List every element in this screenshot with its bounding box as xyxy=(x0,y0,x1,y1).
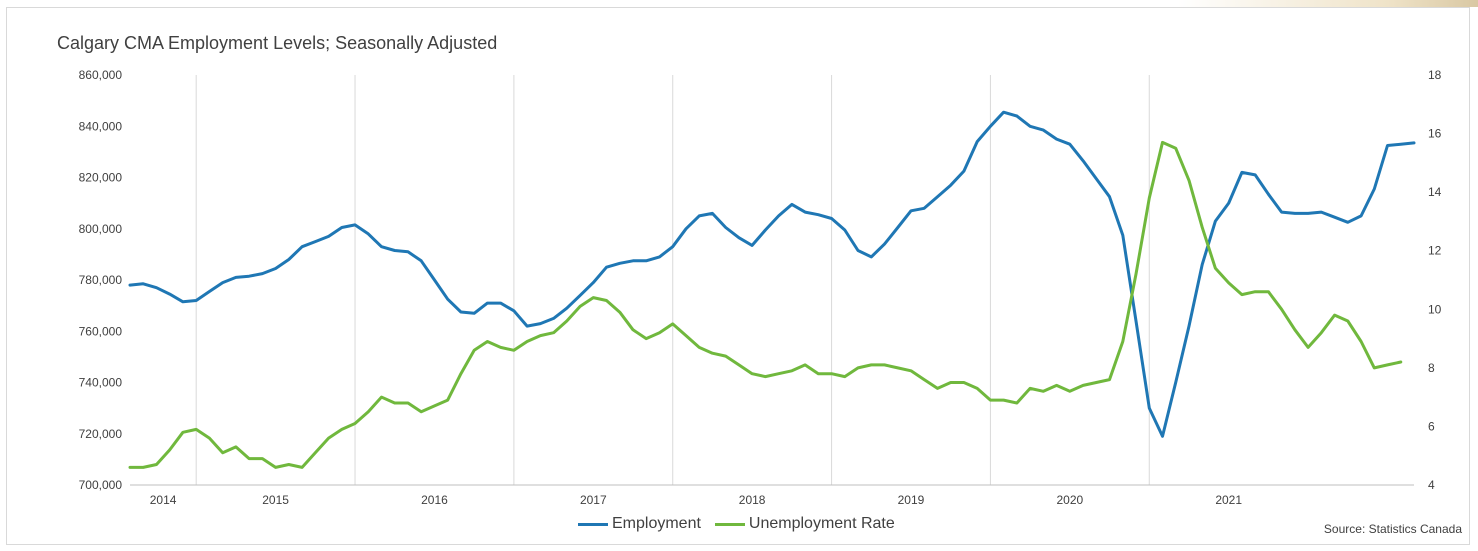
x-tick-label: 2015 xyxy=(262,493,289,507)
series-line-unemployment-rate xyxy=(128,140,1403,469)
y-right-tick-label: 18 xyxy=(1428,68,1442,82)
y-left-tick-label: 820,000 xyxy=(79,171,123,185)
y-left-tick-label: 740,000 xyxy=(79,376,123,390)
y-right-tick-label: 6 xyxy=(1428,419,1435,433)
chart-series-lines xyxy=(128,110,1416,469)
y-right-tick-label: 8 xyxy=(1428,361,1435,375)
y-right-tick-label: 16 xyxy=(1428,127,1442,141)
y-left-tick-label: 860,000 xyxy=(79,68,123,82)
y-left-tick-label: 800,000 xyxy=(79,222,123,236)
y-right-tick-label: 10 xyxy=(1428,302,1442,316)
source-note: Source: Statistics Canada xyxy=(1323,522,1462,536)
y-left-tick-label: 700,000 xyxy=(79,478,123,492)
legend-item-employment: Employment xyxy=(578,515,701,533)
y-left-tick-label: 780,000 xyxy=(79,273,123,287)
legend-label-unemployment-rate: Unemployment Rate xyxy=(748,515,895,532)
y-right-tick-label: 14 xyxy=(1428,185,1442,199)
y-right-tick-label: 4 xyxy=(1428,478,1435,492)
legend-label-employment: Employment xyxy=(612,515,701,532)
x-axis-labels: 2014 2015 2016 2017 2018 2019 2020 2021 xyxy=(150,493,1243,507)
chart-legend: Employment Unemployment Rate xyxy=(578,515,909,533)
y-right-tick-label: 12 xyxy=(1428,244,1442,258)
y-left-tick-label: 720,000 xyxy=(79,427,123,441)
x-tick-label: 2017 xyxy=(580,493,607,507)
chart-gridlines xyxy=(130,75,1414,486)
x-tick-label: 2019 xyxy=(898,493,925,507)
x-tick-label: 2021 xyxy=(1215,493,1242,507)
x-tick-label: 2016 xyxy=(421,493,448,507)
x-tick-label: 2018 xyxy=(739,493,766,507)
y-axis-left-labels: 700,000 720,000 740,000 760,000 780,000 800,0… xyxy=(79,68,123,492)
legend-item-unemployment-rate: Unemployment Rate xyxy=(714,515,895,533)
legend-swatch-unemployment-rate xyxy=(714,522,745,526)
series-line-employment xyxy=(128,110,1416,438)
y-left-tick-label: 840,000 xyxy=(79,119,123,133)
x-tick-label: 2020 xyxy=(1056,493,1083,507)
legend-swatch-employment xyxy=(578,522,608,526)
decorative-top-glow xyxy=(1178,0,1478,7)
y-axis-right-labels: 4 6 8 10 12 14 16 18 xyxy=(1428,68,1442,492)
x-tick-label: 2014 xyxy=(150,493,177,507)
y-left-tick-label: 760,000 xyxy=(79,324,123,338)
chart-title: Calgary CMA Employment Levels; Seasonall… xyxy=(57,33,498,53)
